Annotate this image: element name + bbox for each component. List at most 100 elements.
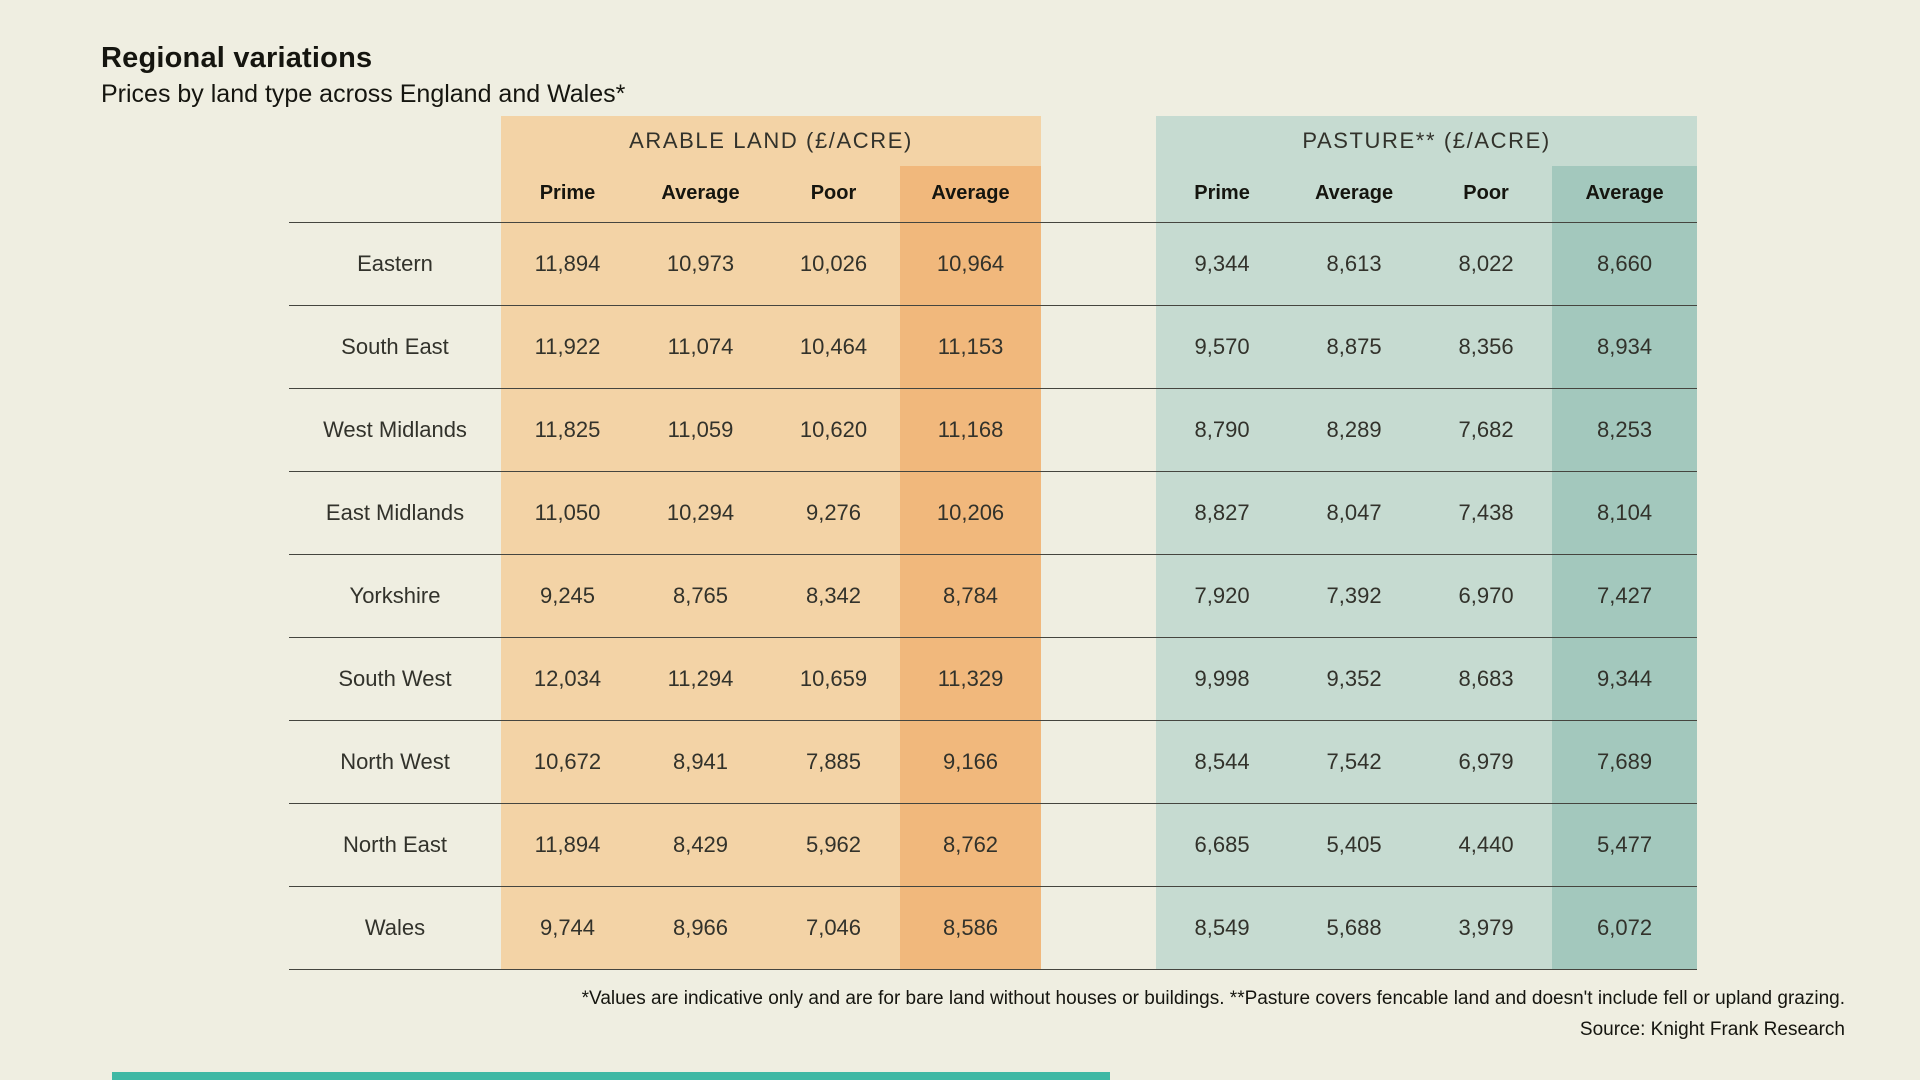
price-cell: 12,034	[501, 637, 634, 721]
price-cell: 10,964	[900, 222, 1042, 306]
pasture-group-header: PASTURE** (£/ACRE)	[1156, 116, 1698, 166]
price-cell: 10,206	[900, 471, 1042, 555]
price-cell: 8,429	[634, 803, 767, 887]
price-cell: 11,825	[501, 388, 634, 472]
price-cell: 7,392	[1288, 554, 1421, 638]
table-row: Wales 9,744 8,966 7,046 8,586 8,549 5,68…	[289, 886, 1698, 970]
price-cell: 8,544	[1156, 720, 1289, 804]
price-cell: 11,329	[900, 637, 1042, 721]
arable-average-header: Average	[634, 166, 767, 223]
price-cell: 8,660	[1552, 222, 1698, 306]
price-cell: 11,894	[501, 222, 634, 306]
price-cell: 8,827	[1156, 471, 1289, 555]
table-row: East Midlands 11,050 10,294 9,276 10,206…	[289, 471, 1698, 555]
price-cell: 8,790	[1156, 388, 1289, 472]
price-cell: 8,253	[1552, 388, 1698, 472]
price-cell: 10,659	[767, 637, 900, 721]
price-cell: 9,245	[501, 554, 634, 638]
price-cell: 10,294	[634, 471, 767, 555]
price-cell: 5,405	[1288, 803, 1421, 887]
price-cell: 10,672	[501, 720, 634, 804]
page-title: Regional variations	[101, 42, 373, 74]
price-cell: 7,682	[1420, 388, 1553, 472]
spacer-cell	[1041, 388, 1157, 472]
arable-overall-average-header: Average	[900, 166, 1042, 223]
price-cell: 8,765	[634, 554, 767, 638]
price-cell: 7,920	[1156, 554, 1289, 638]
price-cell: 6,072	[1552, 886, 1698, 970]
price-cell: 4,440	[1420, 803, 1553, 887]
regional-prices-table: ARABLE LAND (£/ACRE) PASTURE** (£/ACRE) …	[289, 116, 1698, 970]
group-header-row: ARABLE LAND (£/ACRE) PASTURE** (£/ACRE)	[289, 116, 1698, 166]
table-row: Eastern 11,894 10,973 10,026 10,964 9,34…	[289, 222, 1698, 306]
spacer-cell	[1041, 471, 1157, 555]
price-cell: 9,344	[1156, 222, 1289, 306]
table-row: South West 12,034 11,294 10,659 11,329 9…	[289, 637, 1698, 721]
price-cell: 7,689	[1552, 720, 1698, 804]
price-cell: 11,894	[501, 803, 634, 887]
price-cell: 9,998	[1156, 637, 1289, 721]
region-label: South East	[289, 305, 501, 389]
price-cell: 8,966	[634, 886, 767, 970]
region-label: North West	[289, 720, 501, 804]
price-cell: 8,356	[1420, 305, 1553, 389]
region-label: East Midlands	[289, 471, 501, 555]
arable-group-header: ARABLE LAND (£/ACRE)	[501, 116, 1042, 166]
spacer-cell	[289, 166, 501, 223]
price-cell: 8,289	[1288, 388, 1421, 472]
price-cell: 11,050	[501, 471, 634, 555]
arable-poor-header: Poor	[767, 166, 900, 223]
spacer-cell	[1041, 116, 1156, 166]
region-label: West Midlands	[289, 388, 501, 472]
price-cell: 8,022	[1420, 222, 1553, 306]
price-cell: 8,586	[900, 886, 1042, 970]
footnote-text: *Values are indicative only and are for …	[581, 988, 1845, 1009]
spacer-cell	[289, 116, 501, 166]
price-cell: 6,685	[1156, 803, 1289, 887]
price-cell: 9,744	[501, 886, 634, 970]
pasture-prime-header: Prime	[1156, 166, 1289, 223]
price-cell: 11,059	[634, 388, 767, 472]
table-row: North East 11,894 8,429 5,962 8,762 6,68…	[289, 803, 1698, 887]
spacer-cell	[1041, 637, 1157, 721]
region-label: South West	[289, 637, 501, 721]
price-cell: 6,970	[1420, 554, 1553, 638]
page-subtitle: Prices by land type across England and W…	[101, 80, 626, 108]
price-cell: 10,620	[767, 388, 900, 472]
region-label: Yorkshire	[289, 554, 501, 638]
price-cell: 8,784	[900, 554, 1042, 638]
price-cell: 8,613	[1288, 222, 1421, 306]
spacer-cell	[1041, 886, 1157, 970]
price-cell: 9,570	[1156, 305, 1289, 389]
region-label: Eastern	[289, 222, 501, 306]
table-row: North West 10,672 8,941 7,885 9,166 8,54…	[289, 720, 1698, 804]
spacer-cell	[1041, 554, 1157, 638]
price-cell: 8,549	[1156, 886, 1289, 970]
price-cell: 9,352	[1288, 637, 1421, 721]
pasture-overall-average-header: Average	[1552, 166, 1698, 223]
source-attribution: Source: Knight Frank Research	[1579, 1019, 1845, 1040]
price-cell: 10,026	[767, 222, 900, 306]
price-cell: 5,477	[1552, 803, 1698, 887]
arable-prime-header: Prime	[501, 166, 634, 223]
table-row: West Midlands 11,825 11,059 10,620 11,16…	[289, 388, 1698, 472]
spacer-cell	[1041, 803, 1157, 887]
price-cell: 11,922	[501, 305, 634, 389]
region-label: North East	[289, 803, 501, 887]
price-cell: 9,344	[1552, 637, 1698, 721]
price-cell: 11,153	[900, 305, 1042, 389]
accent-bar	[112, 1072, 1110, 1080]
price-cell: 7,885	[767, 720, 900, 804]
pasture-poor-header: Poor	[1420, 166, 1553, 223]
pasture-average-header: Average	[1288, 166, 1421, 223]
spacer-cell	[1041, 166, 1157, 223]
price-cell: 5,688	[1288, 886, 1421, 970]
table-row: Yorkshire 9,245 8,765 8,342 8,784 7,920 …	[289, 554, 1698, 638]
price-cell: 8,941	[634, 720, 767, 804]
spacer-cell	[1041, 305, 1157, 389]
price-cell: 8,342	[767, 554, 900, 638]
price-cell: 8,762	[900, 803, 1042, 887]
table-row: South East 11,922 11,074 10,464 11,153 9…	[289, 305, 1698, 389]
price-cell: 10,464	[767, 305, 900, 389]
